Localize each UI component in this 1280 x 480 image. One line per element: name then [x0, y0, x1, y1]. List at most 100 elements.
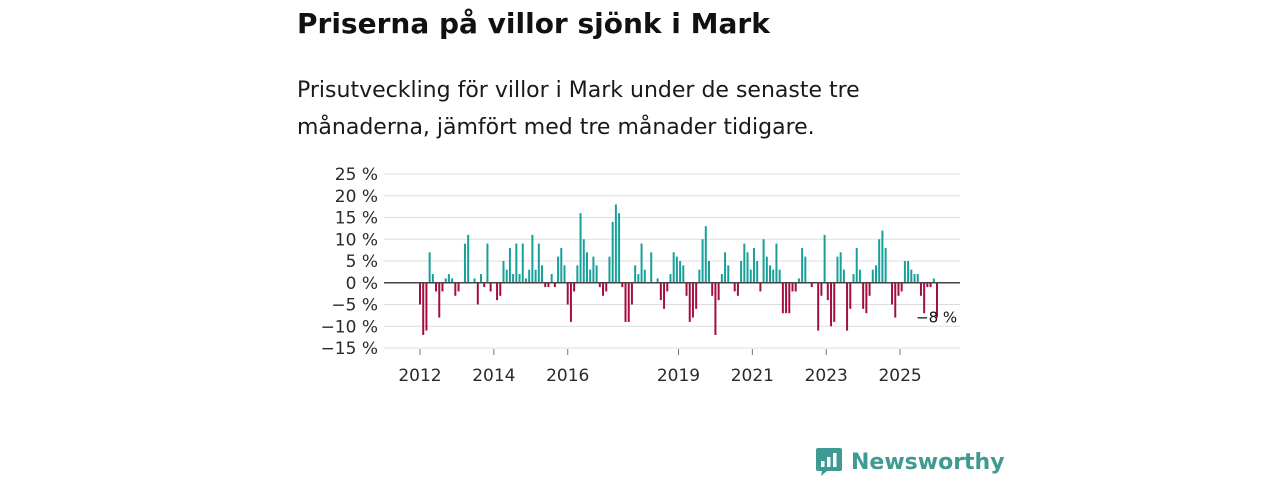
x-tick-label: 2023 [805, 366, 848, 386]
bar-negative [929, 282, 932, 288]
bar-positive [611, 221, 614, 283]
y-axis-ticks: 25 %20 %15 %10 %5 %0 %−5 %−10 %−15 % [321, 165, 378, 359]
bar-positive [752, 247, 755, 283]
bar-negative [476, 282, 479, 305]
bar-negative [736, 282, 739, 296]
bar-negative [435, 282, 438, 292]
x-tick-label: 2016 [546, 366, 589, 386]
bar-positive [637, 274, 640, 283]
bar-positive [672, 252, 675, 283]
bar-negative [900, 282, 903, 292]
y-tick-label: −5 % [331, 296, 378, 316]
bar-positive [801, 247, 804, 283]
bar-positive [907, 261, 910, 283]
gridlines [384, 173, 960, 349]
bar-negative [499, 282, 502, 296]
bar-negative [547, 282, 550, 288]
y-tick-label: 10 % [335, 230, 378, 250]
brand-name: Newsworthy [851, 449, 1005, 475]
bar-positive [534, 269, 537, 283]
bar-negative [663, 282, 666, 309]
bar-negative [781, 282, 784, 314]
bar-positive [910, 269, 913, 283]
bar-positive [858, 269, 861, 283]
bar-negative [691, 282, 694, 318]
bar-negative [849, 282, 852, 309]
bar-negative [894, 282, 897, 318]
bar-positive [708, 261, 710, 283]
bar-negative [826, 282, 829, 301]
bar-negative [457, 282, 460, 292]
bar-positive [512, 274, 515, 283]
bar-positive [701, 239, 704, 283]
bar-positive [524, 278, 527, 283]
bar-positive [884, 247, 887, 283]
bar-positive [772, 269, 775, 283]
bar-positive [749, 269, 752, 283]
bar-positive [778, 269, 781, 283]
bar-negative [454, 282, 457, 296]
bar-positive [508, 247, 511, 283]
bar-negative [624, 282, 627, 322]
bar-negative [685, 282, 688, 296]
bar-positive [537, 243, 540, 283]
bar-negative [598, 282, 601, 288]
bar-negative [926, 282, 929, 288]
bar-positive [521, 243, 524, 283]
bar-negative [438, 282, 441, 318]
bar-positive [682, 265, 685, 283]
bar-positive [756, 261, 759, 283]
bar-positive [762, 239, 765, 283]
bar-positive [698, 269, 701, 283]
bar-positive [669, 274, 672, 283]
bar-positive [560, 247, 563, 283]
bar-negative [714, 282, 717, 335]
bar-negative [862, 282, 865, 309]
bar-negative [820, 282, 823, 296]
bar-positive [797, 278, 800, 283]
bar-positive [486, 243, 489, 283]
bar-positive [720, 274, 723, 283]
bar-positive [531, 234, 534, 283]
y-tick-label: 0 % [346, 274, 378, 294]
x-axis-ticks: 2012 2014 2016 2019 2021 2023 2025 [398, 349, 922, 386]
bar-positive [836, 256, 839, 283]
newsworthy-logo[interactable]: Newsworthy [815, 446, 1005, 478]
bar-positive [852, 274, 855, 283]
bar-negative [833, 282, 836, 322]
bar-positive [743, 243, 746, 283]
bars [419, 204, 938, 335]
bar-negative [846, 282, 849, 331]
bar-positive [842, 269, 845, 283]
bar-positive [878, 239, 881, 283]
bar-negative [489, 282, 492, 292]
bar-negative [830, 282, 833, 327]
bar-negative [621, 282, 624, 288]
bar-positive [557, 256, 560, 283]
bar-negative [659, 282, 662, 301]
bar-negative [936, 282, 938, 318]
bar-negative [868, 282, 871, 296]
bar-positive [913, 274, 916, 283]
bar-positive [634, 265, 637, 283]
bar-positive [614, 204, 617, 283]
bar-positive [582, 239, 585, 283]
bar-negative [733, 282, 736, 292]
bar-negative [923, 282, 926, 314]
x-tick-label: 2014 [472, 366, 515, 386]
bar-negative [441, 282, 444, 292]
bar-negative [630, 282, 633, 305]
bar-positive [916, 274, 919, 283]
y-tick-label: −10 % [321, 317, 378, 337]
bar-positive [447, 274, 450, 283]
bar-positive [650, 252, 653, 283]
bar-positive [675, 256, 678, 283]
bar-positive [528, 269, 531, 283]
bar-negative [788, 282, 791, 314]
bar-positive [473, 278, 476, 283]
bar-positive [881, 230, 884, 283]
bar-positive [515, 243, 518, 283]
bar-positive [804, 256, 807, 283]
bar-positive [589, 269, 592, 283]
bar-negative [817, 282, 820, 331]
